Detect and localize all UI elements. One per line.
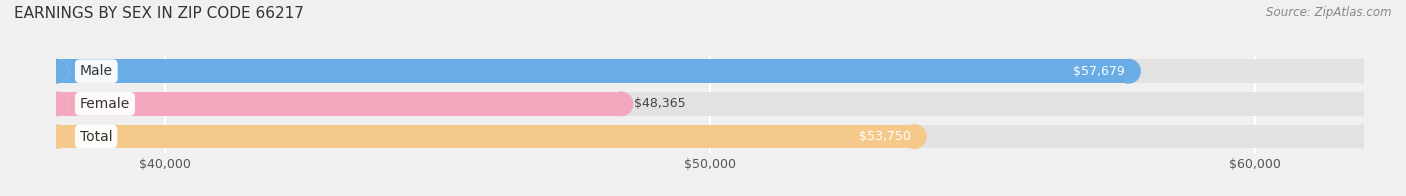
Text: EARNINGS BY SEX IN ZIP CODE 66217: EARNINGS BY SEX IN ZIP CODE 66217 (14, 6, 304, 21)
Ellipse shape (45, 125, 67, 148)
Ellipse shape (45, 92, 67, 116)
Text: Female: Female (80, 97, 129, 111)
Ellipse shape (609, 92, 633, 116)
Bar (56, 92, 621, 116)
Bar (56, 92, 1364, 116)
Bar (56, 59, 1129, 83)
Ellipse shape (45, 92, 67, 116)
Ellipse shape (1353, 125, 1375, 148)
Text: Male: Male (80, 64, 112, 78)
Ellipse shape (45, 125, 67, 148)
Bar (56, 59, 1364, 83)
Ellipse shape (1353, 92, 1375, 116)
Bar (56, 125, 914, 148)
Ellipse shape (903, 125, 927, 148)
Text: $53,750: $53,750 (859, 130, 911, 143)
Text: Total: Total (80, 130, 112, 143)
Bar (56, 125, 1364, 148)
Ellipse shape (1353, 59, 1375, 83)
Text: Source: ZipAtlas.com: Source: ZipAtlas.com (1267, 6, 1392, 19)
Text: $57,679: $57,679 (1073, 65, 1125, 78)
Ellipse shape (1116, 59, 1140, 83)
Text: $48,365: $48,365 (634, 97, 686, 110)
Ellipse shape (45, 59, 67, 83)
Ellipse shape (45, 59, 67, 83)
